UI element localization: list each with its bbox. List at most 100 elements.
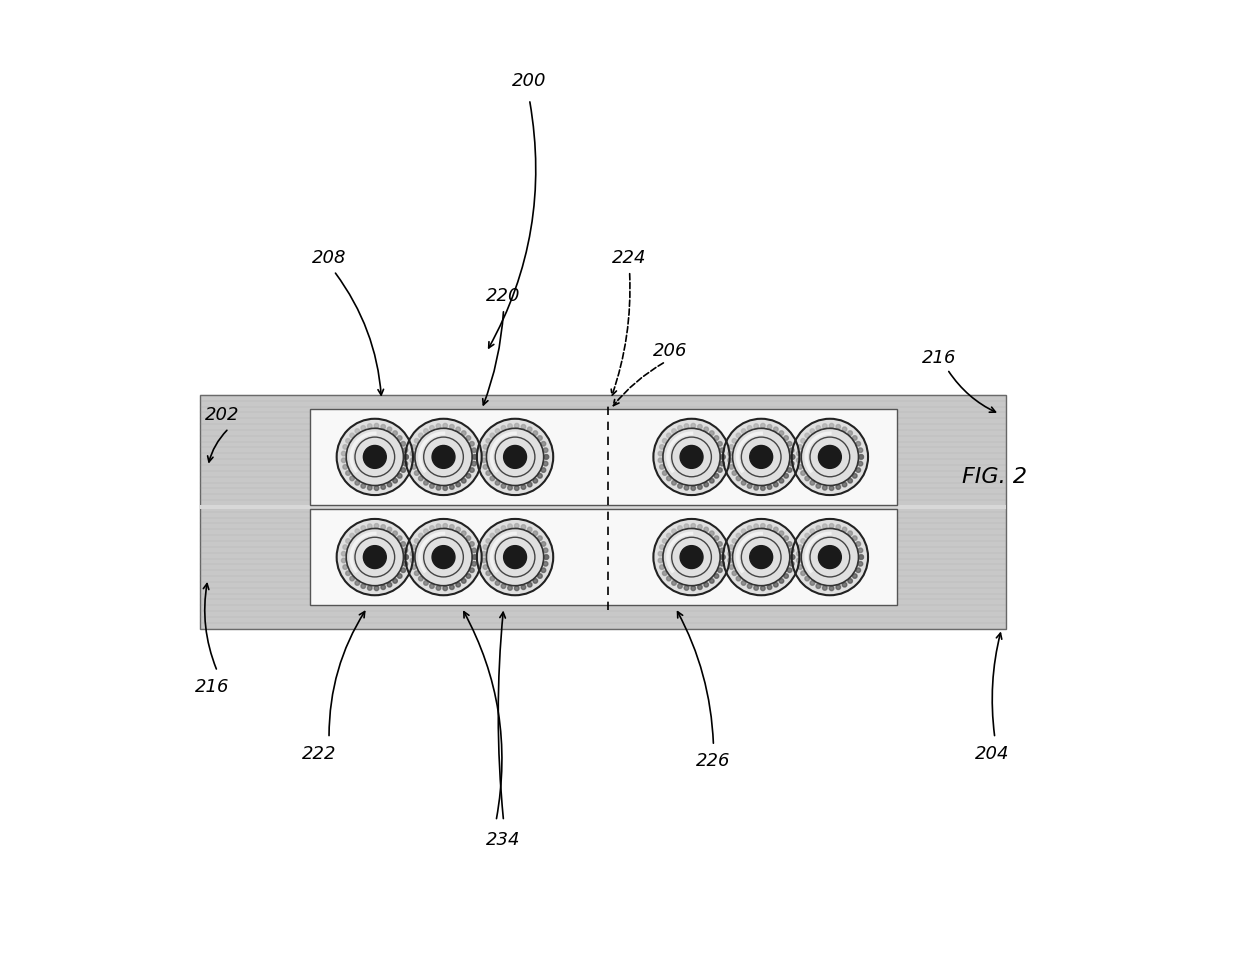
Circle shape <box>544 556 548 559</box>
Circle shape <box>796 552 801 557</box>
Circle shape <box>698 485 702 490</box>
Circle shape <box>450 425 454 430</box>
Circle shape <box>363 446 387 469</box>
Circle shape <box>443 424 448 429</box>
Circle shape <box>490 476 495 481</box>
Circle shape <box>678 584 682 589</box>
Circle shape <box>858 562 863 566</box>
Circle shape <box>401 442 405 447</box>
Circle shape <box>403 549 408 553</box>
Circle shape <box>658 452 662 456</box>
Circle shape <box>704 483 708 487</box>
Circle shape <box>853 574 857 578</box>
Circle shape <box>515 524 520 529</box>
Circle shape <box>456 528 460 532</box>
Circle shape <box>714 537 719 541</box>
Circle shape <box>742 429 746 434</box>
Circle shape <box>737 534 740 538</box>
Circle shape <box>848 479 852 483</box>
Circle shape <box>678 426 682 431</box>
Circle shape <box>790 456 795 459</box>
Circle shape <box>414 472 419 476</box>
Text: 220: 220 <box>486 287 521 304</box>
Circle shape <box>750 446 773 469</box>
Circle shape <box>361 484 366 489</box>
Circle shape <box>698 525 702 530</box>
Circle shape <box>401 542 405 547</box>
Circle shape <box>374 424 378 429</box>
Circle shape <box>404 556 408 559</box>
Circle shape <box>737 476 740 481</box>
Circle shape <box>538 574 542 578</box>
Circle shape <box>341 458 346 463</box>
Circle shape <box>714 474 719 478</box>
Circle shape <box>791 519 868 596</box>
Circle shape <box>853 537 857 541</box>
Circle shape <box>484 445 487 450</box>
Text: 226: 226 <box>696 752 730 769</box>
Circle shape <box>429 526 434 531</box>
Circle shape <box>533 479 538 483</box>
Circle shape <box>684 524 688 529</box>
Circle shape <box>684 586 688 591</box>
Circle shape <box>387 483 392 487</box>
Circle shape <box>691 586 696 591</box>
Circle shape <box>856 568 861 573</box>
Circle shape <box>709 479 714 483</box>
Circle shape <box>754 586 759 591</box>
Circle shape <box>367 424 372 429</box>
Circle shape <box>805 476 810 481</box>
Circle shape <box>684 424 688 429</box>
Circle shape <box>381 485 386 490</box>
Circle shape <box>472 556 477 559</box>
Circle shape <box>466 574 471 578</box>
Circle shape <box>533 432 538 436</box>
Circle shape <box>667 434 671 438</box>
Circle shape <box>728 552 733 557</box>
Circle shape <box>495 529 500 534</box>
Circle shape <box>859 456 863 459</box>
Circle shape <box>805 534 810 538</box>
Circle shape <box>787 542 792 547</box>
Circle shape <box>521 525 526 530</box>
Circle shape <box>797 545 802 550</box>
Circle shape <box>343 545 347 550</box>
Circle shape <box>672 581 676 586</box>
Circle shape <box>436 524 440 529</box>
Circle shape <box>728 458 733 463</box>
Circle shape <box>680 546 703 569</box>
Circle shape <box>768 485 771 490</box>
Circle shape <box>658 552 662 557</box>
Circle shape <box>732 472 737 476</box>
Circle shape <box>830 424 833 429</box>
Circle shape <box>405 419 481 496</box>
Circle shape <box>350 534 355 538</box>
Circle shape <box>720 456 725 459</box>
Circle shape <box>709 579 714 583</box>
Circle shape <box>768 525 771 530</box>
Text: 208: 208 <box>311 249 346 266</box>
Circle shape <box>822 586 827 591</box>
Circle shape <box>436 486 440 491</box>
Text: 206: 206 <box>653 342 688 359</box>
Circle shape <box>754 486 759 491</box>
Circle shape <box>667 577 671 581</box>
Circle shape <box>660 465 665 470</box>
Circle shape <box>853 474 857 478</box>
Circle shape <box>818 546 841 569</box>
Circle shape <box>355 529 360 534</box>
Circle shape <box>662 572 667 576</box>
Circle shape <box>720 462 724 466</box>
Circle shape <box>412 465 417 470</box>
Circle shape <box>527 528 532 532</box>
Circle shape <box>461 479 466 483</box>
Circle shape <box>471 549 476 553</box>
Circle shape <box>830 524 833 529</box>
Circle shape <box>481 552 486 557</box>
Circle shape <box>486 472 491 476</box>
Circle shape <box>822 486 827 491</box>
Circle shape <box>470 442 474 447</box>
Circle shape <box>538 436 542 441</box>
Circle shape <box>450 525 454 530</box>
Circle shape <box>443 586 448 591</box>
